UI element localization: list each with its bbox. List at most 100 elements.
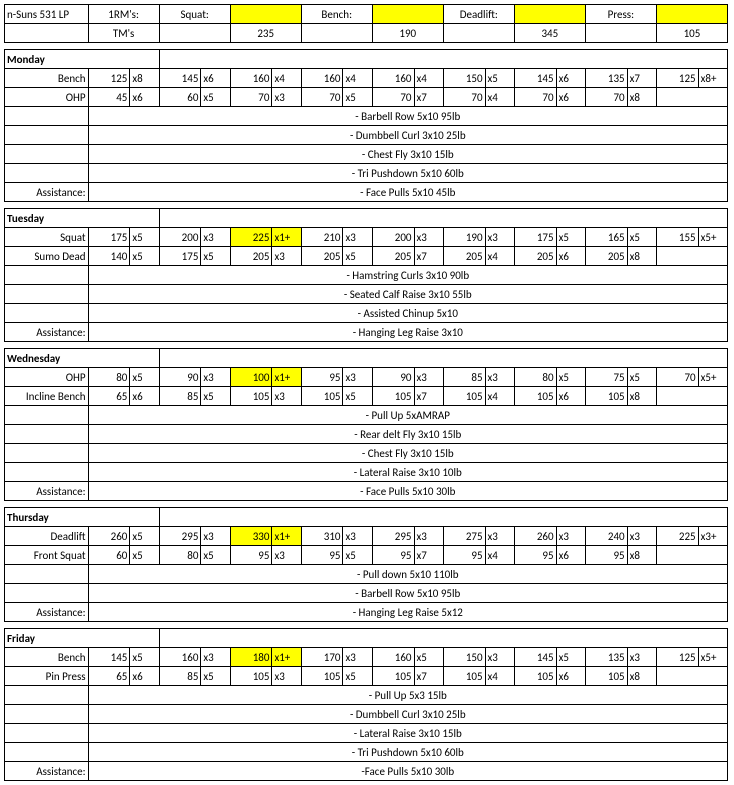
set-weight: 275 <box>443 527 485 546</box>
set-reps: x6 <box>556 88 585 107</box>
assistance-spacer <box>5 126 89 145</box>
assistance-spacer <box>5 107 89 126</box>
set-reps: x3 <box>343 648 372 667</box>
set-weight: 160 <box>230 69 272 88</box>
workout-sheet: n-Suns 531 LP1RM's:Squat:Bench:Deadlift:… <box>4 4 728 781</box>
rm-input <box>372 5 443 24</box>
set-reps: x7 <box>414 88 443 107</box>
set-weight: 225 <box>656 527 698 546</box>
set-reps: x8 <box>627 88 656 107</box>
set-reps: x3 <box>201 368 230 387</box>
assistance-label: Assistance: <box>5 323 89 342</box>
assistance-line: - Pull Up 5x3 15lb <box>88 686 727 705</box>
set-reps: x8 <box>627 247 656 266</box>
lift-label: OHP <box>5 368 89 387</box>
set-weight: 65 <box>88 667 130 686</box>
assistance-line: - Barbell Row 5x10 95lb <box>88 584 727 603</box>
set-reps: x5 <box>130 228 159 247</box>
set-weight: 260 <box>514 527 556 546</box>
set-weight: 80 <box>88 368 130 387</box>
set-reps: x4 <box>485 387 514 406</box>
set-weight: 105 <box>230 667 272 686</box>
set-weight: 260 <box>88 527 130 546</box>
set-weight: 90 <box>159 368 201 387</box>
assistance-line: - Dumbbell Curl 3x10 25lb <box>88 126 727 145</box>
assistance-spacer <box>5 266 89 285</box>
set-weight: 180 <box>230 648 272 667</box>
set-reps: x6 <box>201 69 230 88</box>
set-weight: 170 <box>301 648 343 667</box>
set-weight: 105 <box>301 387 343 406</box>
set-weight: 150 <box>443 648 485 667</box>
set-weight: 95 <box>372 546 414 565</box>
assistance-line: - Chest Fly 3x10 15lb <box>88 145 727 164</box>
set-weight: 100 <box>230 368 272 387</box>
set-weight: 80 <box>514 368 556 387</box>
set-weight: 105 <box>443 667 485 686</box>
set-reps: x4 <box>272 69 301 88</box>
set-weight: 125 <box>656 648 698 667</box>
set-weight: 200 <box>159 228 201 247</box>
set-weight: 75 <box>585 368 627 387</box>
set-reps: x6 <box>556 247 585 266</box>
assistance-spacer <box>5 724 89 743</box>
set-reps: x5 <box>343 88 372 107</box>
set-weight: 105 <box>585 387 627 406</box>
set-reps: x8 <box>627 667 656 686</box>
set-reps: x5 <box>556 368 585 387</box>
set-reps: x5 <box>130 368 159 387</box>
set-reps: x3 <box>272 667 301 686</box>
lift-label: Deadlift <box>5 527 89 546</box>
set-reps: x4 <box>485 546 514 565</box>
set-reps: x5 <box>130 546 159 565</box>
set-reps: x3 <box>485 368 514 387</box>
set-weight: 90 <box>372 368 414 387</box>
set-reps: x6 <box>556 667 585 686</box>
set-weight: 95 <box>443 546 485 565</box>
set-reps: x7 <box>414 546 443 565</box>
set-reps: x7 <box>414 667 443 686</box>
lift-label: Sumo Dead <box>5 247 89 266</box>
day-name: Wednesday <box>5 349 160 368</box>
set-reps: x5 <box>343 546 372 565</box>
rm-label: 1RM's: <box>88 5 159 24</box>
set-reps: x6 <box>130 88 159 107</box>
set-weight: 205 <box>372 247 414 266</box>
assistance-spacer <box>5 565 89 584</box>
set-reps: x3 <box>343 228 372 247</box>
set-weight: 70 <box>443 88 485 107</box>
set-weight: 105 <box>514 667 556 686</box>
set-reps: x3 <box>556 527 585 546</box>
lift-label: Bench <box>5 648 89 667</box>
set-reps: x3 <box>201 228 230 247</box>
set-reps: x5 <box>201 546 230 565</box>
set-reps: x5 <box>343 387 372 406</box>
assistance-spacer <box>5 304 89 323</box>
set-weight: 310 <box>301 527 343 546</box>
assistance-line: - Tri Pushdown 5x10 60lb <box>88 164 727 183</box>
assistance-spacer <box>5 705 89 724</box>
set-weight: 145 <box>88 648 130 667</box>
set-weight: 95 <box>585 546 627 565</box>
set-reps: x5 <box>343 667 372 686</box>
assistance-line: - Lateral Raise 3x10 15lb <box>88 724 727 743</box>
assistance-line: - Pull down 5x10 110lb <box>88 565 727 584</box>
set-reps: x4 <box>485 88 514 107</box>
set-weight: 70 <box>514 88 556 107</box>
set-weight: 85 <box>443 368 485 387</box>
set-reps: x8 <box>627 387 656 406</box>
set-weight: 200 <box>372 228 414 247</box>
set-reps: x5 <box>201 88 230 107</box>
set-reps: x5 <box>130 527 159 546</box>
set-weight: 95 <box>514 546 556 565</box>
tm-value: 105 <box>656 24 727 43</box>
lift-name: Squat: <box>159 5 230 24</box>
set-reps: x5 <box>343 247 372 266</box>
set-reps: x5+ <box>698 648 727 667</box>
set-weight: 330 <box>230 527 272 546</box>
set-weight: 105 <box>514 387 556 406</box>
lift-name: Press: <box>585 5 656 24</box>
set-weight: 95 <box>301 546 343 565</box>
set-reps: x3 <box>272 546 301 565</box>
set-reps: x3 <box>272 247 301 266</box>
